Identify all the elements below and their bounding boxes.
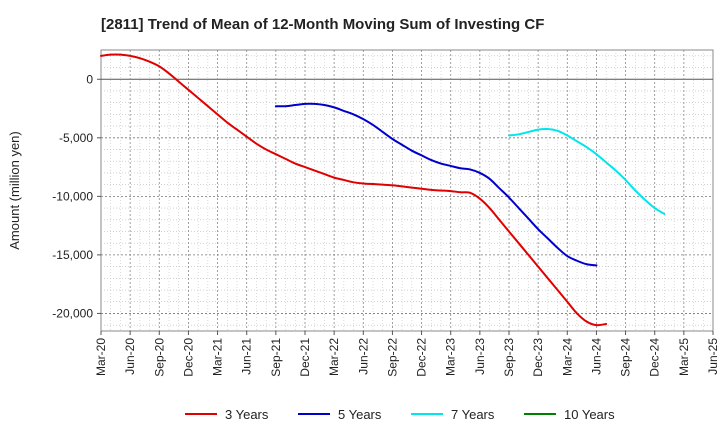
legend-item-7-years: 7 Years <box>411 407 495 422</box>
x-tick-label: Jun-21 <box>240 338 254 375</box>
x-tick-label: Dec-22 <box>415 338 429 377</box>
y-tick-label: -20,000 <box>52 306 93 320</box>
y-tick-label: -5,000 <box>59 131 93 145</box>
x-tick-label: Dec-21 <box>298 338 312 377</box>
legend-item-10-years: 10 Years <box>524 407 615 422</box>
series-line-7-years <box>508 127 666 215</box>
x-tick-label: Mar-22 <box>327 338 341 376</box>
y-tick-label: 0 <box>86 72 93 86</box>
x-tick-label: Jun-20 <box>123 338 137 375</box>
x-tick-label: Jun-22 <box>356 338 370 375</box>
x-tick-label: Mar-23 <box>444 338 458 376</box>
y-tick-label: -15,000 <box>52 248 93 262</box>
legend-label: 7 Years <box>451 407 495 422</box>
y-axis-label: Amount (million yen) <box>7 131 22 250</box>
y-tick-label: -10,000 <box>52 189 93 203</box>
legend: 3 Years 5 Years 7 Years 10 Years <box>185 407 615 422</box>
x-tick-label: Jun-23 <box>473 338 487 375</box>
legend-item-5-years: 5 Years <box>298 407 382 422</box>
x-tick-label: Dec-20 <box>181 338 195 377</box>
x-tick-label: Mar-20 <box>94 338 108 376</box>
x-tick-label: Mar-21 <box>211 338 225 376</box>
x-tick-label: Sep-23 <box>502 338 516 377</box>
plot-border <box>100 49 714 332</box>
x-tick-label: Jun-24 <box>589 338 603 375</box>
legend-label: 10 Years <box>564 407 615 422</box>
x-tick-label: Sep-24 <box>619 338 633 377</box>
chart-title: [2811] Trend of Mean of 12-Month Moving … <box>101 16 544 33</box>
y-axis-ticks: 0 -5,000 -10,000 -15,000 -20,000 <box>52 72 101 320</box>
x-tick-label: Jun-25 <box>706 338 720 375</box>
x-tick-label: Dec-23 <box>531 338 545 377</box>
series-line-3-years <box>100 53 608 327</box>
legend-label: 3 Years <box>225 407 269 422</box>
x-tick-label: Mar-25 <box>677 338 691 376</box>
series-line-5-years <box>274 102 598 267</box>
x-tick-label: Sep-22 <box>385 338 399 377</box>
x-tick-label: Sep-21 <box>269 338 283 377</box>
x-tick-label: Mar-24 <box>560 338 574 376</box>
series-group <box>100 53 666 327</box>
plot-area <box>100 49 714 332</box>
grid-lines <box>101 50 713 331</box>
legend-item-3-years: 3 Years <box>185 407 269 422</box>
legend-label: 5 Years <box>338 407 382 422</box>
x-tick-label: Dec-24 <box>648 338 662 377</box>
x-tick-label: Sep-20 <box>152 338 166 377</box>
x-axis-ticks: Mar-20 Jun-20 Sep-20 Dec-20 Mar-21 Jun-21 Sep-… <box>94 331 720 377</box>
